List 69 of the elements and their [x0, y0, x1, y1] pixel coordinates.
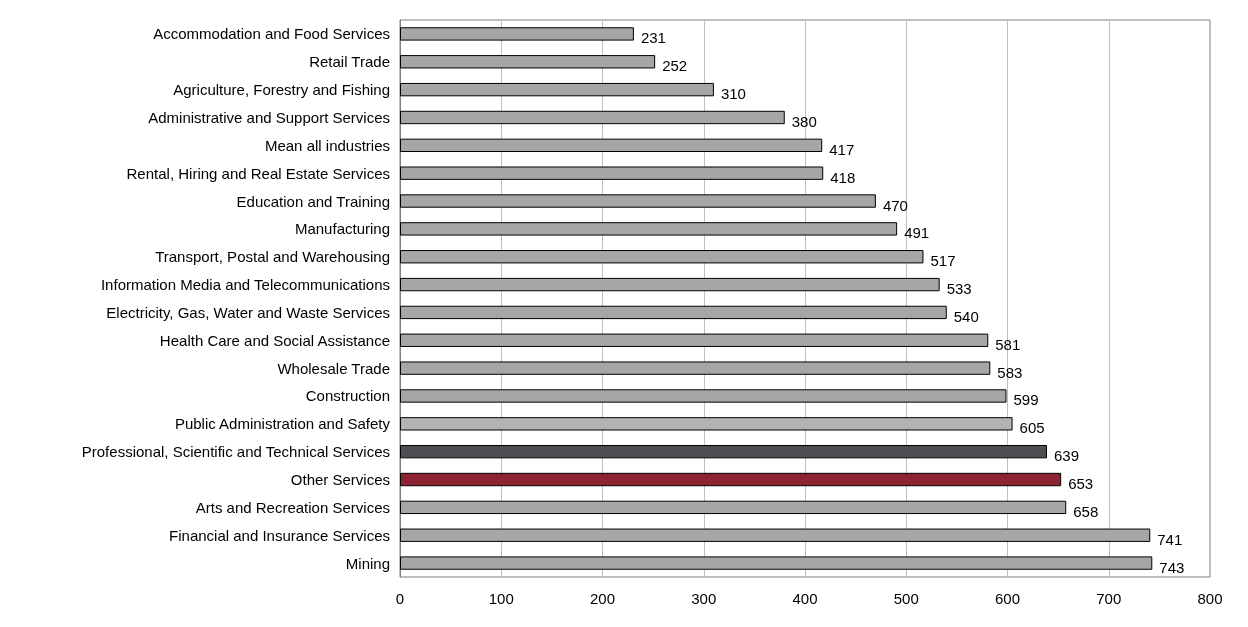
- bar: [400, 417, 1013, 431]
- x-tick-label: 100: [488, 590, 514, 607]
- data-label: 418: [830, 168, 856, 186]
- data-label: 517: [930, 252, 956, 270]
- bar: [400, 55, 656, 69]
- data-label: 491: [904, 224, 930, 242]
- data-label: 653: [1068, 475, 1094, 493]
- data-label: 252: [662, 57, 688, 75]
- bar: [400, 361, 991, 375]
- bar: [400, 194, 876, 208]
- data-label: 605: [1019, 419, 1045, 437]
- data-label: 310: [720, 85, 746, 103]
- x-tick-label: 200: [589, 590, 616, 607]
- y-tick-label: Information Media and Telecommunications: [100, 276, 390, 294]
- data-label: 639: [1053, 447, 1080, 465]
- bar: [400, 333, 989, 347]
- bar: [400, 389, 1007, 403]
- data-label: 417: [829, 140, 855, 158]
- data-label: 533: [946, 280, 972, 298]
- data-label: 743: [1159, 558, 1185, 576]
- data-label: 380: [791, 112, 817, 130]
- data-label: 583: [997, 363, 1023, 381]
- y-tick-label: Mean all industries: [264, 136, 390, 154]
- y-tick-label: Construction: [305, 387, 390, 405]
- data-label: 581: [995, 335, 1021, 353]
- data-label: 470: [882, 196, 908, 214]
- y-tick-label: Manufacturing: [294, 220, 390, 238]
- y-tick-label: Education and Training: [236, 192, 390, 210]
- data-label: 599: [1013, 391, 1039, 409]
- bar: [400, 222, 898, 236]
- bar: [400, 444, 1047, 459]
- y-tick-label: Administrative and Support Services: [148, 108, 390, 126]
- y-tick-label: Agriculture, Forestry and Fishing: [173, 81, 390, 99]
- y-tick-label: Arts and Recreation Services: [195, 498, 390, 516]
- y-tick-label: Other Services: [290, 471, 390, 489]
- x-tick-label: 400: [792, 590, 818, 607]
- y-tick-label: Electricity, Gas, Water and Waste Services: [106, 303, 390, 321]
- y-tick-label: Mining: [345, 554, 390, 572]
- y-tick-label: Accommodation and Food Services: [153, 25, 390, 43]
- bar: [400, 138, 823, 153]
- y-tick-label: Transport, Postal and Warehousing: [155, 248, 390, 266]
- x-tick-label: 600: [994, 590, 1021, 607]
- x-tick-label: 700: [1096, 590, 1122, 607]
- x-tick-label: 300: [691, 590, 717, 607]
- data-label: 658: [1073, 502, 1099, 520]
- bar: [400, 500, 1067, 515]
- y-tick-label: Wholesale Trade: [277, 359, 390, 377]
- x-tick-label: 800: [1197, 590, 1223, 607]
- y-tick-label: Retail Trade: [309, 53, 390, 71]
- bar: [400, 472, 1062, 487]
- bar: [400, 556, 1153, 570]
- bar: [400, 166, 824, 180]
- x-tick-label: 500: [893, 590, 919, 607]
- x-tick-label: 0: [395, 590, 405, 607]
- data-label: 231: [640, 29, 666, 47]
- data-label: 741: [1157, 530, 1183, 548]
- y-tick-label: Health Care and Social Assistance: [159, 331, 390, 349]
- bar: [400, 277, 940, 292]
- y-tick-label: Rental, Hiring and Real Estate Services: [126, 164, 390, 182]
- bar: [400, 305, 947, 320]
- data-label: 540: [953, 307, 979, 325]
- bar: [400, 528, 1151, 542]
- y-tick-label: Financial and Insurance Services: [169, 526, 390, 544]
- y-tick-label: Public Administration and Safety: [174, 415, 391, 433]
- bar: [400, 110, 785, 125]
- y-tick-label: Professional, Scientific and Technical Services: [81, 443, 390, 461]
- bar: [400, 27, 634, 41]
- bar: [400, 82, 714, 97]
- bar: [400, 250, 924, 264]
